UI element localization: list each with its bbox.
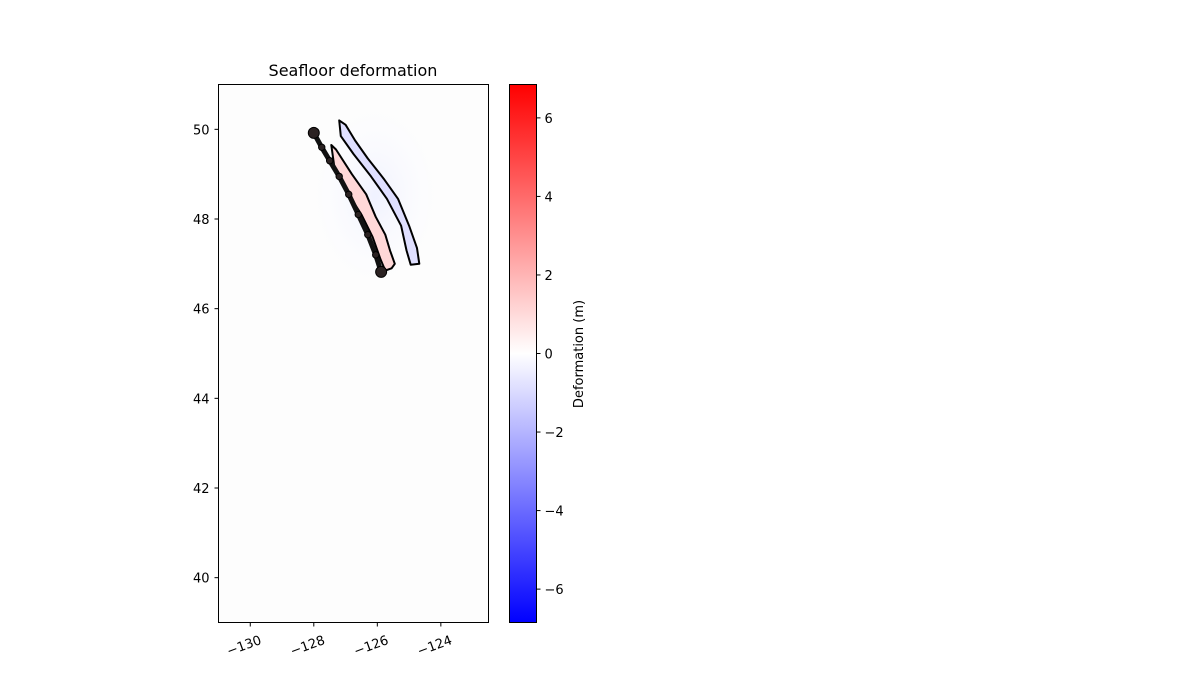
fault-trace-point	[325, 157, 334, 165]
x-axis: −130 −128 −126 −124	[225, 622, 455, 659]
fault-trace	[307, 126, 388, 278]
fault-trace-point	[335, 172, 343, 181]
colorbar-gradient	[509, 84, 537, 623]
y-tick-label: 44	[193, 392, 210, 407]
y-tick-label: 42	[193, 482, 210, 497]
x-tick-label: −130	[225, 633, 264, 659]
plot-area	[218, 84, 489, 623]
colorbar-tick-label: −2	[545, 426, 564, 441]
deformation-field	[301, 90, 450, 301]
chart-title: Seafloor deformation	[269, 61, 438, 80]
colorbar-tick-label: 4	[545, 190, 553, 205]
colorbar-tick-label: −4	[545, 505, 564, 520]
y-tick-label: 50	[193, 123, 210, 138]
fault-trace-point	[364, 230, 372, 239]
colorbar-tick-label: −6	[545, 583, 564, 598]
colorbar-tick-label: 2	[545, 269, 553, 284]
y-tick-label: 48	[193, 213, 210, 228]
plot-frame	[218, 84, 489, 623]
colorbar-tick-label: 6	[545, 112, 553, 127]
colorbar-ticks: −6 −4 −2 0 2 4 6	[536, 112, 564, 598]
x-tick-label: −126	[352, 633, 391, 659]
y-tick-label: 46	[193, 303, 210, 318]
fault-trace-point	[372, 251, 380, 259]
x-tick-label: −128	[288, 633, 327, 659]
fault-trace-point	[318, 143, 326, 151]
deformation-halo	[301, 90, 450, 301]
fault-trace-point	[345, 190, 353, 199]
x-tick-label: −124	[416, 633, 455, 659]
colorbar: −6 −4 −2 0 2 4 6 Deformation (m)	[509, 84, 587, 623]
colorbar-tick-label: 0	[545, 348, 553, 363]
colorbar-label: Deformation (m)	[572, 300, 587, 408]
y-tick-label: 40	[193, 572, 210, 587]
fault-trace-point	[307, 126, 320, 139]
y-axis: 40 42 44 46 48 50	[193, 123, 219, 587]
fault-trace-point	[375, 265, 388, 278]
contour-subsidence	[338, 119, 421, 266]
fault-trace-point	[354, 210, 362, 219]
